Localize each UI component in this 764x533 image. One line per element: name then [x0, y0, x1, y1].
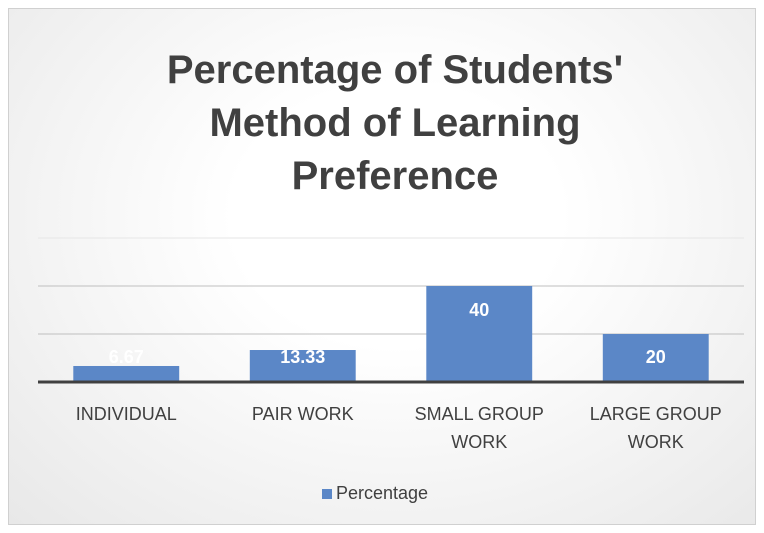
data-label: 6.67 — [109, 347, 144, 367]
legend-label: Percentage — [336, 483, 429, 503]
legend: Percentage — [322, 483, 428, 504]
x-tick-label: INDIVIDUAL — [75, 404, 177, 424]
data-label: 40 — [469, 300, 489, 320]
bar — [73, 365, 180, 382]
chart-title: Percentage of Students' Method of Learni… — [166, 48, 624, 198]
x-tick-label: SMALL GROUP WORK — [414, 404, 544, 452]
bar — [426, 286, 533, 382]
data-label: 13.33 — [280, 347, 325, 367]
data-label: 20 — [646, 347, 666, 367]
legend-swatch — [322, 488, 332, 499]
chart-background — [8, 8, 756, 525]
bar — [602, 334, 709, 382]
bar — [249, 350, 356, 382]
x-tick-label: PAIR WORK — [251, 404, 354, 424]
x-tick-label: LARGE GROUP WORK — [589, 404, 722, 452]
